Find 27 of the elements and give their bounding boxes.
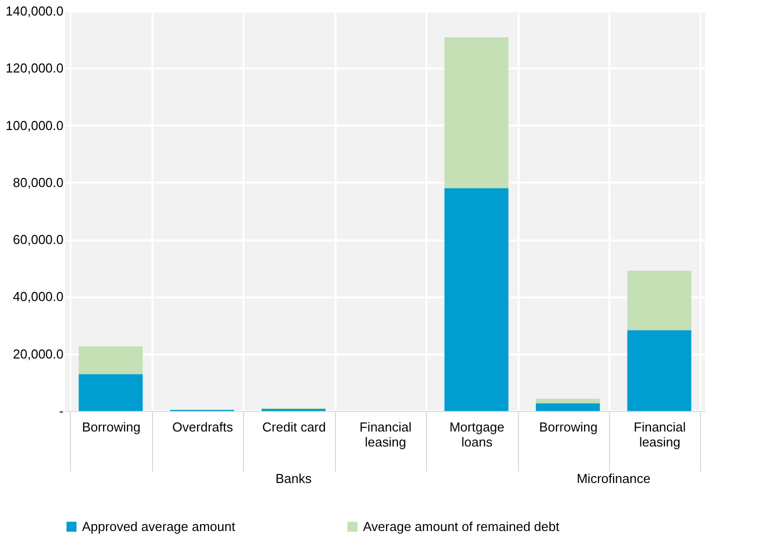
y-tick-label: 140,000.0 [6,4,64,18]
x-tick-label: Mortgage loans [449,420,504,450]
bar [627,270,692,330]
bar [627,330,692,411]
bar [444,37,508,188]
bar [536,398,600,404]
x-tick-label: Borrowing [82,420,140,434]
y-tick-label: 20,000.0 [12,346,64,362]
bar [536,403,600,411]
text: Banks [276,471,312,486]
bar [444,188,508,411]
legend-label: Average amount of remained debt [363,518,560,534]
y-tick-label: 80,000.0 [12,174,64,190]
y-tick-label: 120,000.0 [6,60,64,76]
bar [78,374,143,411]
x-tick-label: Financial leasing [359,420,412,450]
y-tick-label: 100,000.0 [6,118,64,133]
legend-label: Approved average amount [82,518,236,534]
y-tick-label: 40,000.0 [12,289,64,304]
x-tick-label: Overdrafts [172,420,234,434]
x-tick-label: Borrowing [539,420,598,434]
x-tick-label: Credit card [262,420,326,434]
bar [78,346,143,374]
y-tick-label: - [59,404,64,418]
text: Microfinance [576,471,650,486]
y-tick-label: 60,000.0 [12,232,64,248]
x-tick-label: Financial leasing [634,420,686,450]
